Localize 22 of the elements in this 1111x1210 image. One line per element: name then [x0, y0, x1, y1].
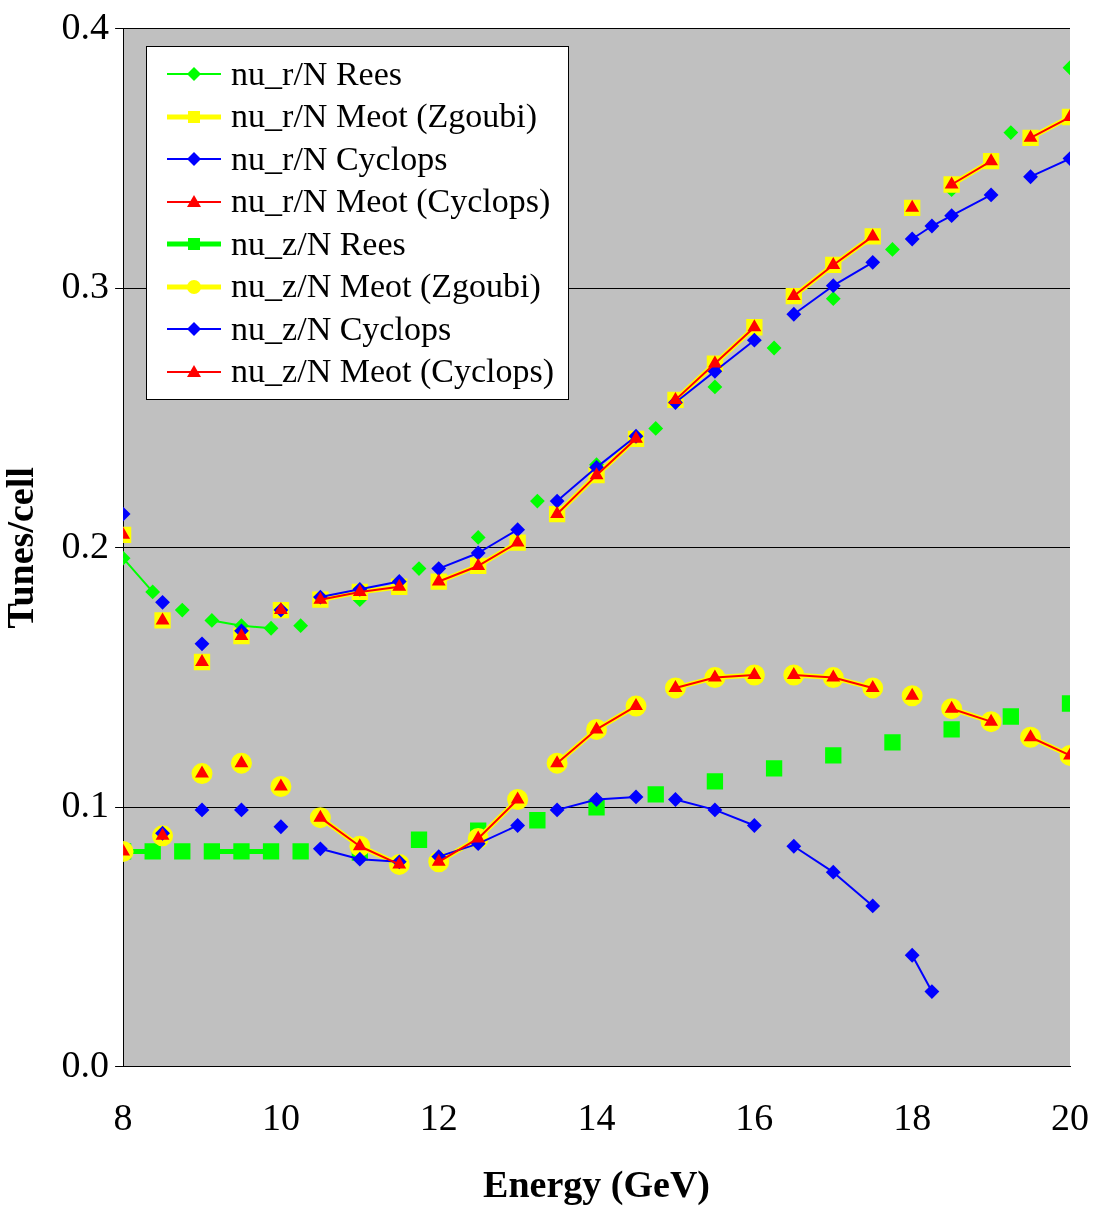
legend-label: nu_r/N Cyclops — [231, 138, 448, 179]
x-axis-title: Energy (GeV) — [483, 1163, 710, 1207]
legend-label: nu_z/N Meot (Cyclops) — [231, 351, 555, 392]
x-tick-label: 18 — [893, 1095, 932, 1138]
x-tick-label: 12 — [419, 1095, 458, 1138]
x-tick-label: 16 — [735, 1095, 774, 1138]
legend-label: nu_r/N Meot (Zgoubi) — [231, 96, 538, 137]
legend-label: nu_z/N Rees — [231, 223, 406, 264]
y-tick-label: 0.0 — [61, 1042, 110, 1085]
y-tick-label: 0.3 — [61, 264, 110, 307]
x-tick-label: 14 — [577, 1095, 616, 1138]
x-tick-label: 10 — [261, 1095, 300, 1138]
y-axis-title: Tunes/cell — [0, 467, 41, 629]
x-tick-label: 20 — [1051, 1095, 1089, 1138]
y-tick-label: 0.4 — [61, 4, 110, 47]
legend-label: nu_r/N Meot (Cyclops) — [231, 181, 551, 222]
y-tick-label: 0.1 — [61, 783, 110, 826]
legend-label: nu_z/N Cyclops — [231, 308, 452, 349]
x-tick-label: 8 — [113, 1095, 133, 1138]
y-tick-label: 0.2 — [61, 523, 110, 566]
legend-label: nu_z/N Meot (Zgoubi) — [231, 266, 541, 307]
legend-label: nu_r/N Rees — [231, 53, 403, 94]
